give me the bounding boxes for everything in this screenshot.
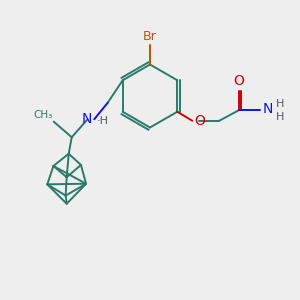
Text: Br: Br	[143, 31, 157, 44]
Text: ·H: ·H	[97, 116, 109, 126]
Text: H: H	[275, 112, 284, 122]
Text: CH₃: CH₃	[33, 110, 52, 119]
Text: N: N	[262, 102, 273, 116]
Text: N: N	[82, 112, 92, 126]
Text: O: O	[195, 114, 206, 128]
Text: H: H	[275, 99, 284, 109]
Text: O: O	[233, 74, 244, 88]
